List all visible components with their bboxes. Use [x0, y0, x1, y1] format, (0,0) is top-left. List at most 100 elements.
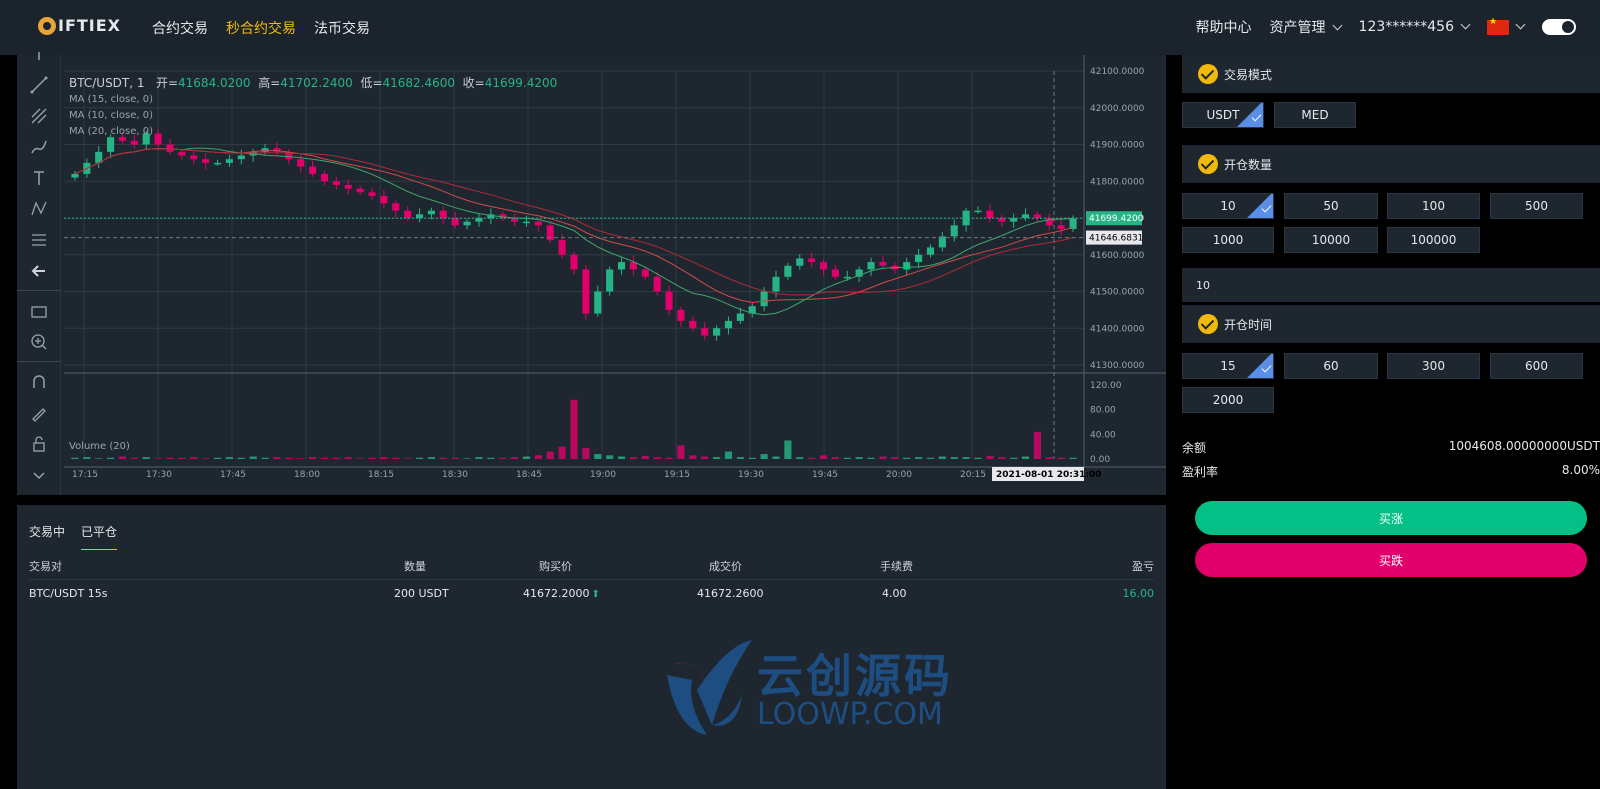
volume-legend[interactable]: Volume (20) — [69, 441, 130, 452]
pitchfork-icon — [31, 108, 47, 123]
nav-second-contract[interactable]: 秒合约交易 — [226, 21, 296, 37]
candle-body — [1033, 214, 1041, 218]
candle-body — [95, 151, 103, 163]
candle-body — [760, 291, 768, 307]
candle-body — [154, 133, 162, 145]
qty-option-10000[interactable]: 10000 — [1284, 227, 1378, 253]
candle-body — [772, 276, 780, 292]
candle-body — [867, 262, 875, 270]
candle-body — [309, 166, 317, 174]
volume-bar — [1045, 457, 1053, 459]
tab-open-trades[interactable]: 交易中 — [29, 525, 66, 539]
candle-body — [1069, 218, 1077, 230]
time-option-60[interactable]: 60 — [1284, 353, 1378, 379]
y-tick-label: 42100.0000 — [1090, 67, 1145, 77]
volume-bar — [736, 457, 744, 459]
volume-bar — [380, 457, 388, 459]
watermark: 云创源码 LOOWP.COM — [657, 635, 957, 749]
qty-option-50[interactable]: 50 — [1284, 193, 1378, 219]
qty-option-100000[interactable]: 100000 — [1387, 227, 1480, 253]
candle-body — [475, 218, 483, 222]
tool-trend-line[interactable] — [17, 69, 61, 100]
help-center-link[interactable]: 帮助中心 — [1195, 20, 1252, 36]
chart-panel: 42100.0000 42000.0000 41900.0000 41800.0000… — [17, 52, 1166, 495]
tool-cursor[interactable] — [17, 52, 61, 69]
volume-bar — [998, 457, 1006, 459]
assets-menu[interactable]: 资产管理 — [1270, 17, 1342, 37]
nav-fiat-trading[interactable]: 法币交易 — [314, 21, 370, 37]
main-nav: 合约交易 秒合约交易 法币交易 — [152, 18, 370, 38]
x-tick-label: 17:15 — [72, 470, 98, 480]
time-option-300[interactable]: 300 — [1387, 353, 1480, 379]
qty-option-100[interactable]: 100 — [1387, 193, 1480, 219]
ma20-line — [74, 148, 1074, 296]
orders-header: 交易对 数量 购买价 成交价 手续费 盈亏 — [29, 558, 1154, 580]
qty-input[interactable]: 10 — [1182, 268, 1600, 302]
chart-plot-area[interactable]: 42100.0000 42000.0000 41900.0000 41800.0000… — [64, 55, 1166, 495]
tool-lock[interactable] — [17, 428, 61, 459]
buy-up-button[interactable]: 买涨 — [1195, 501, 1587, 535]
tool-pitchfork[interactable] — [17, 100, 61, 131]
tool-expand[interactable] — [17, 459, 61, 490]
x-tick-label: 19:00 — [590, 470, 616, 480]
time-option-15[interactable]: 15 — [1182, 353, 1274, 379]
account-menu[interactable]: 123******456 — [1358, 19, 1471, 35]
measure-icon — [31, 305, 47, 318]
volume-bar — [118, 456, 127, 459]
ma10-legend[interactable]: MA (10, close, 0) — [69, 110, 154, 121]
account-label: 123******456 — [1358, 19, 1454, 35]
tool-magnet[interactable] — [17, 366, 61, 397]
qty-option-500[interactable]: 500 — [1490, 193, 1583, 219]
volume-bar — [831, 457, 839, 459]
orders-tabs: 交易中 已平仓 — [29, 523, 118, 550]
tool-back[interactable] — [17, 255, 61, 286]
volume-bar — [1069, 457, 1077, 459]
volume-bar — [332, 457, 340, 459]
candle-body — [499, 214, 507, 218]
volume-bar — [570, 399, 578, 459]
logo[interactable]: IFTIEX — [38, 16, 121, 35]
balance-row: 余额 1004608.00000000USDT — [1182, 439, 1600, 456]
time-option-2000[interactable]: 2000 — [1182, 387, 1274, 413]
volume-bar — [606, 455, 614, 459]
x-tick-label: 18:45 — [516, 470, 542, 480]
lock-icon — [33, 435, 45, 452]
candle-body — [962, 210, 970, 226]
ma15-legend[interactable]: MA (15, close, 0) — [69, 94, 154, 105]
volume-bar — [178, 457, 186, 459]
candle-body — [178, 151, 186, 156]
tool-brush[interactable] — [17, 131, 61, 162]
nav-contract-trading[interactable]: 合约交易 — [152, 21, 208, 37]
mode-usdt-option[interactable]: USDT — [1182, 102, 1264, 128]
x-tick-label: 17:45 — [220, 470, 246, 480]
tab-closed-trades[interactable]: 已平仓 — [81, 523, 118, 550]
x-tick-label: 19:30 — [738, 470, 764, 480]
x-tick-label: 18:15 — [368, 470, 394, 480]
tool-lock-drawing[interactable] — [17, 397, 61, 428]
tool-fib[interactable] — [17, 224, 61, 255]
candle-body — [938, 236, 946, 248]
mode-med-option[interactable]: MED — [1274, 102, 1356, 128]
volume-bar — [724, 451, 733, 459]
tool-zoom[interactable] — [17, 326, 61, 357]
candle-body — [606, 269, 614, 292]
qty-option-1000[interactable]: 1000 — [1182, 227, 1274, 253]
volume-bar — [166, 457, 174, 459]
buy-down-button[interactable]: 买跌 — [1195, 543, 1587, 577]
profit-rate-label: 盈利率 — [1182, 465, 1219, 479]
volume-bar — [356, 458, 364, 459]
theme-toggle[interactable] — [1542, 19, 1576, 35]
tool-pattern[interactable] — [17, 193, 61, 224]
tool-text[interactable] — [17, 162, 61, 193]
candlestick-chart[interactable]: 42100.0000 42000.0000 41900.0000 41800.0000… — [64, 55, 1166, 495]
time-option-600[interactable]: 600 — [1490, 353, 1583, 379]
language-menu[interactable] — [1487, 17, 1526, 35]
ma20-legend[interactable]: MA (20, close, 0) — [69, 126, 154, 137]
candle-body — [926, 247, 935, 255]
logo-icon — [38, 16, 56, 35]
qty-option-10[interactable]: 10 — [1182, 193, 1274, 219]
candle-body — [415, 214, 424, 218]
crosshair-time-tag — [992, 467, 1084, 481]
tool-measure[interactable] — [17, 295, 61, 326]
x-tick-label: 20:00 — [886, 470, 912, 480]
